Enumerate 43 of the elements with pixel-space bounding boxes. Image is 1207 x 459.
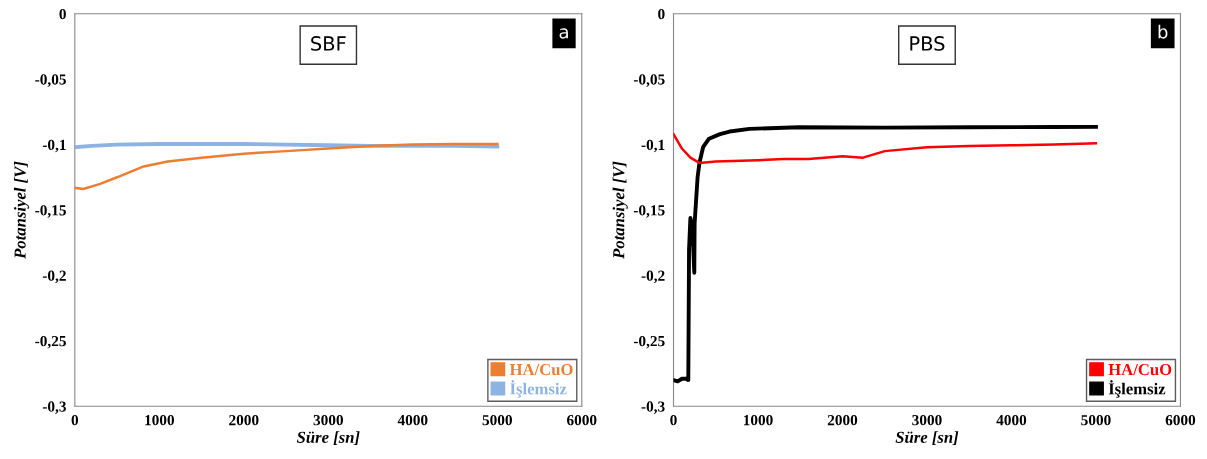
text: PBS xyxy=(910,36,945,51)
x-tick-label: 3000 xyxy=(313,414,343,426)
y-tick-label: -0,25 xyxy=(35,335,66,349)
y-tick-label: 0 xyxy=(658,8,665,20)
y-tick-label: -0,2 xyxy=(42,270,66,284)
y-tick-label: -0,1 xyxy=(641,139,665,153)
y-tick-label: -0,05 xyxy=(633,74,665,87)
x-tick-label: 1000 xyxy=(145,414,175,426)
x-tick-label: 6000 xyxy=(567,414,597,426)
x-tick-label: 0 xyxy=(71,414,79,426)
x-tick-label: 1000 xyxy=(743,414,773,426)
y-tick-label: -0,15 xyxy=(35,205,66,218)
line-series xyxy=(673,132,1098,165)
x-tick-label: 3000 xyxy=(912,414,942,426)
x-tick-label: 4000 xyxy=(996,414,1027,426)
annotation: b xyxy=(1158,24,1168,39)
x-tick-label: 2000 xyxy=(229,414,259,426)
x-tick-label: 5000 xyxy=(1081,414,1111,426)
line-series xyxy=(74,142,499,191)
x-tick-label: 5000 xyxy=(482,414,512,426)
legend-label: HA/CuO xyxy=(1108,363,1172,376)
y-tick-label: -0,2 xyxy=(641,270,665,284)
x-tick-label: 0 xyxy=(670,414,677,426)
y-tick-label: -0,15 xyxy=(633,205,665,218)
y-axis-title: Potansiyel [V] xyxy=(13,161,30,259)
y-tick-label: -0,3 xyxy=(42,401,66,414)
y-tick-label: -0,1 xyxy=(42,139,66,153)
x-tick-label: 2000 xyxy=(827,414,858,426)
x-tick-label: 6000 xyxy=(1165,414,1196,426)
y-tick-label: 0 xyxy=(59,8,66,20)
y-tick-label: -0,25 xyxy=(633,335,665,349)
y-tick-label: -0,3 xyxy=(641,401,665,414)
legend-label: İşlemsiz xyxy=(510,380,567,398)
text: SBF xyxy=(311,36,346,51)
x-tick-label: 4000 xyxy=(397,414,428,426)
legend-label: HA/CuO xyxy=(509,363,573,376)
line-series xyxy=(673,124,1098,384)
y-axis-title: Potansiyel [V] xyxy=(612,161,628,259)
legend-label: İşlemsiz xyxy=(1108,380,1166,398)
x-axis-title: Süre [sn] xyxy=(296,431,360,445)
annotation: a xyxy=(559,28,568,39)
x-axis-title: Süre [sn] xyxy=(895,431,959,445)
y-tick-label: -0,05 xyxy=(35,74,66,87)
